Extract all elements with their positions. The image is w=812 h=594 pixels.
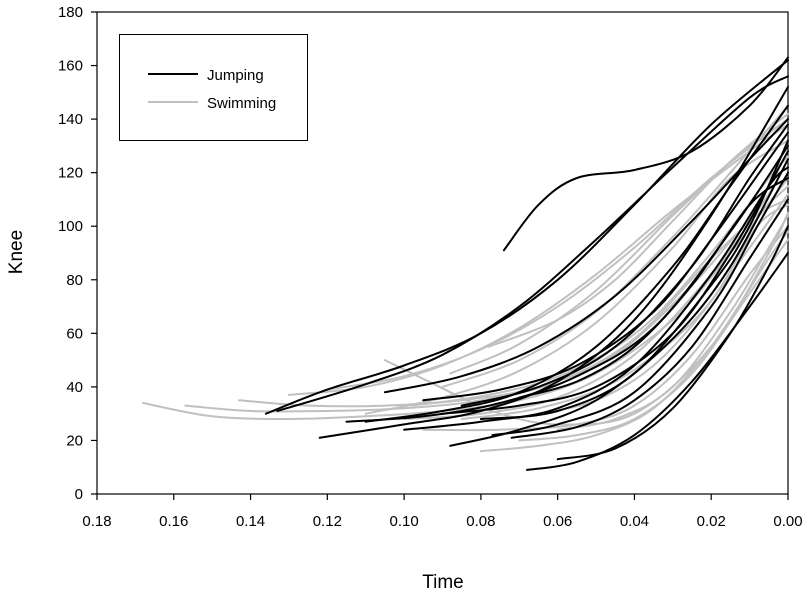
series-line-swimming xyxy=(287,123,789,396)
series-line-swimming xyxy=(441,104,789,388)
series-line-jumping xyxy=(276,75,789,412)
legend-label-jumping: Jumping xyxy=(207,67,264,84)
series-line-jumping xyxy=(479,139,789,420)
series-line-swimming xyxy=(422,225,789,432)
series-line-jumping xyxy=(502,56,789,252)
series-line-jumping xyxy=(383,118,789,394)
series-swimming xyxy=(142,104,789,453)
series-line-swimming xyxy=(410,155,789,407)
y-tick-label: 20 xyxy=(66,432,83,449)
series-line-swimming xyxy=(518,238,789,442)
y-tick-label: 160 xyxy=(58,58,83,75)
legend-box xyxy=(119,34,308,141)
y-tick-label: 0 xyxy=(75,486,83,503)
x-tick-label: 0.02 xyxy=(697,513,726,530)
x-axis-title: Time xyxy=(422,572,464,593)
series-line-swimming xyxy=(556,214,789,431)
x-tick-label: 0.14 xyxy=(236,513,265,530)
y-tick-label: 120 xyxy=(58,165,83,182)
data-curves xyxy=(142,56,789,471)
x-tick-label: 0.06 xyxy=(543,513,572,530)
series-line-jumping xyxy=(345,144,789,423)
series-line-jumping xyxy=(441,150,789,415)
x-tick-label: 0.04 xyxy=(620,513,649,530)
x-tick-label: 0.00 xyxy=(773,513,802,530)
series-jumping xyxy=(264,56,789,471)
x-tick-label: 0.16 xyxy=(159,513,188,530)
series-line-jumping xyxy=(264,59,789,415)
series-line-swimming xyxy=(403,158,789,420)
y-tick-label: 100 xyxy=(58,218,83,235)
series-line-jumping xyxy=(364,104,789,423)
legend: Jumping Swimming xyxy=(119,34,308,141)
series-line-jumping xyxy=(556,225,789,461)
series-line-swimming xyxy=(449,112,789,375)
y-tick-label: 180 xyxy=(58,4,83,21)
y-axis-title: Knee xyxy=(6,230,27,274)
series-line-jumping xyxy=(510,198,789,439)
x-tick-label: 0.18 xyxy=(82,513,111,530)
x-tick-label: 0.10 xyxy=(390,513,419,530)
series-line-jumping xyxy=(460,123,789,407)
x-tick-label: 0.08 xyxy=(466,513,495,530)
x-tick-label: 0.12 xyxy=(313,513,342,530)
y-tick-label: 140 xyxy=(58,111,83,128)
series-line-jumping xyxy=(491,171,789,437)
legend-label-swimming: Swimming xyxy=(207,95,276,112)
y-tick-label: 60 xyxy=(66,325,83,342)
y-tick-label: 40 xyxy=(66,379,83,396)
tick-marks: 0.18 0.16 0.14 0.12 0.10 0.08 0.06 0.04 0.02 0.00… xyxy=(58,4,803,530)
y-tick-label: 80 xyxy=(66,272,83,289)
series-line-jumping xyxy=(526,252,789,471)
